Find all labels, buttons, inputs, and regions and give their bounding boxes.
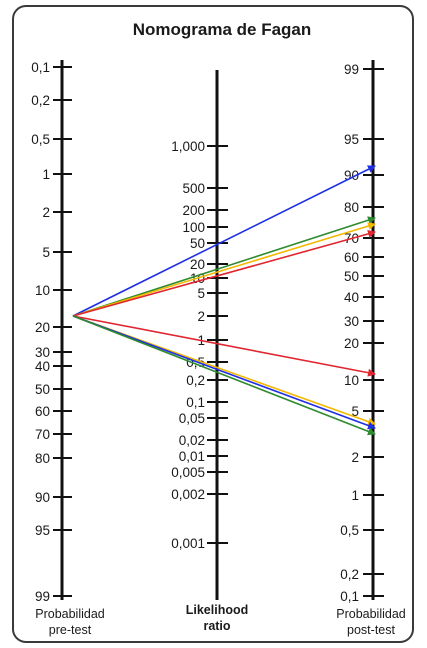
pretest-tick-label: 30 xyxy=(35,345,50,360)
diagram-title: Nomograma de Fagan xyxy=(133,20,312,39)
probability-line xyxy=(72,315,376,377)
pretest-tick-label: 2 xyxy=(42,205,50,220)
probability-line xyxy=(72,315,376,430)
frame-border xyxy=(12,5,414,643)
likelihood-tick-label: 0,2 xyxy=(186,373,205,388)
likelihood-tick-label: 0,1 xyxy=(186,395,205,410)
posttest-tick-label: 20 xyxy=(344,336,359,351)
pretest-tick-label: 60 xyxy=(35,404,50,419)
pretest-caption-line1: Probabilidad xyxy=(35,607,105,621)
posttest-tick-label: 10 xyxy=(344,373,359,388)
pretest-tick-label: 20 xyxy=(35,320,50,335)
likelihood-caption-line2: ratio xyxy=(203,619,230,633)
posttest-caption-line1: Probabilidad xyxy=(336,607,406,621)
posttest-tick-label: 99 xyxy=(344,62,359,77)
pretest-tick-label: 80 xyxy=(35,451,50,466)
probability-line xyxy=(72,165,376,317)
pretest-tick-label: 0,2 xyxy=(31,93,50,108)
posttest-tick-label: 50 xyxy=(344,269,359,284)
probability-line xyxy=(72,222,376,317)
likelihood-tick-label: 500 xyxy=(182,181,205,196)
pretest-tick-label: 10 xyxy=(35,283,50,298)
pretest-tick-label: 99 xyxy=(35,589,50,604)
posttest-tick-label: 60 xyxy=(344,250,359,265)
posttest-tick-label: 30 xyxy=(344,314,359,329)
likelihood-tick-label: 0,02 xyxy=(179,433,205,448)
probability-line xyxy=(72,315,376,436)
likelihood-tick-label: 0,002 xyxy=(171,487,205,502)
posttest-tick-label: 2 xyxy=(351,450,359,465)
pretest-tick-label: 0,5 xyxy=(31,132,50,147)
posttest-tick-label: 80 xyxy=(344,200,359,215)
pretest-tick-label: 50 xyxy=(35,382,50,397)
probability-line xyxy=(72,216,376,317)
posttest-tick-label: 5 xyxy=(351,404,359,419)
likelihood-tick-label: 0,05 xyxy=(179,411,205,426)
likelihood-tick-label: 100 xyxy=(182,220,205,235)
likelihood-tick-label: 200 xyxy=(182,203,205,218)
pretest-tick-label: 40 xyxy=(35,359,50,374)
likelihood-caption-line1: Likelihood xyxy=(186,603,249,617)
posttest-tick-label: 0,1 xyxy=(340,589,359,604)
pretest-tick-label: 5 xyxy=(42,245,50,260)
likelihood-tick-label: 50 xyxy=(190,236,205,251)
pretest-tick-label: 95 xyxy=(35,523,50,538)
posttest-tick-label: 95 xyxy=(344,132,359,147)
likelihood-tick-label: 0,01 xyxy=(179,449,205,464)
posttest-tick-label: 0,5 xyxy=(340,523,359,538)
likelihood-tick-label: 0,005 xyxy=(171,465,205,480)
probability-line xyxy=(72,230,376,317)
pretest-tick-label: 0,1 xyxy=(31,60,50,75)
posttest-caption-line2: post-test xyxy=(347,623,395,637)
likelihood-tick-label: 5 xyxy=(197,286,205,301)
pretest-tick-label: 70 xyxy=(35,427,50,442)
pretest-tick-label: 90 xyxy=(35,490,50,505)
posttest-tick-label: 40 xyxy=(344,290,359,305)
pretest-tick-label: 1 xyxy=(42,167,50,182)
pretest-caption-line2: pre-test xyxy=(49,623,92,637)
posttest-tick-label: 1 xyxy=(351,488,359,503)
likelihood-tick-label: 0,001 xyxy=(171,536,205,551)
likelihood-tick-label: 20 xyxy=(190,257,205,272)
likelihood-tick-label: 1,000 xyxy=(171,139,205,154)
likelihood-tick-label: 2 xyxy=(197,309,205,324)
posttest-tick-label: 0,2 xyxy=(340,567,359,582)
